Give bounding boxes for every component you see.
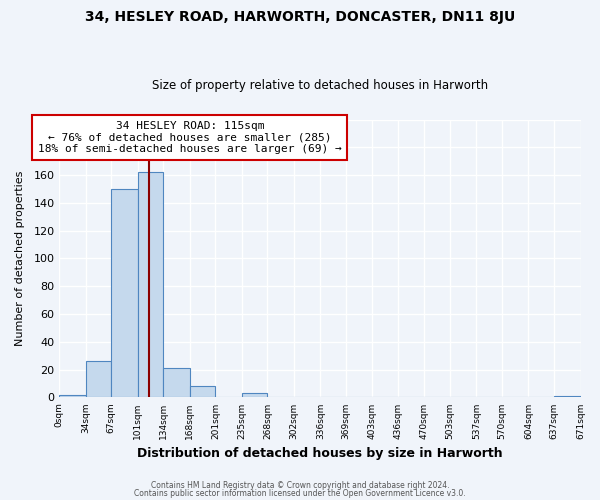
Text: 34, HESLEY ROAD, HARWORTH, DONCASTER, DN11 8JU: 34, HESLEY ROAD, HARWORTH, DONCASTER, DN… <box>85 10 515 24</box>
Bar <box>554 396 581 398</box>
Bar <box>59 394 86 398</box>
Title: Size of property relative to detached houses in Harworth: Size of property relative to detached ho… <box>152 79 488 92</box>
Text: Contains public sector information licensed under the Open Government Licence v3: Contains public sector information licen… <box>134 488 466 498</box>
Bar <box>190 386 215 398</box>
Text: Contains HM Land Registry data © Crown copyright and database right 2024.: Contains HM Land Registry data © Crown c… <box>151 481 449 490</box>
Bar <box>86 362 112 398</box>
Bar <box>138 172 163 398</box>
Bar <box>163 368 190 398</box>
Y-axis label: Number of detached properties: Number of detached properties <box>15 171 25 346</box>
Text: 34 HESLEY ROAD: 115sqm
← 76% of detached houses are smaller (285)
18% of semi-de: 34 HESLEY ROAD: 115sqm ← 76% of detached… <box>38 121 341 154</box>
Bar <box>242 394 268 398</box>
Bar <box>112 189 138 398</box>
X-axis label: Distribution of detached houses by size in Harworth: Distribution of detached houses by size … <box>137 447 503 460</box>
